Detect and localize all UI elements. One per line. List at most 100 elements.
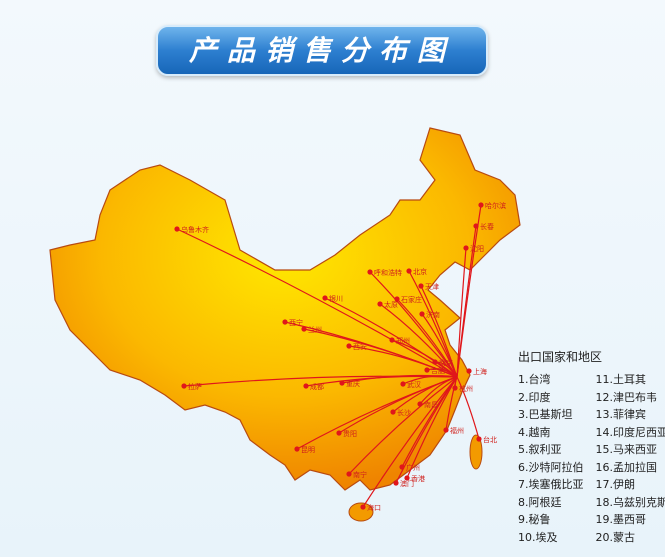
legend-item: 18.乌兹别克斯坦: [595, 495, 665, 509]
route-line: [296, 376, 458, 450]
city-marker: [478, 202, 484, 208]
route-line: [369, 271, 458, 378]
city-label: 合肥: [431, 366, 445, 375]
route-line: [406, 376, 458, 479]
city-marker: [406, 268, 412, 274]
city-label: 重庆: [346, 379, 360, 388]
legend-title: 出口国家和地区: [518, 350, 603, 364]
route-line: [456, 376, 480, 440]
legend-item: 10.埃及: [518, 530, 558, 544]
city-marker: [394, 296, 400, 302]
city-label: 贵阳: [343, 429, 357, 438]
city-label: 兰州: [308, 325, 322, 334]
city-label: 乌鲁木齐: [181, 225, 209, 234]
city-marker: [389, 337, 395, 343]
city-label: 福州: [450, 426, 464, 435]
city-marker: [476, 436, 482, 442]
city-label: 台北: [483, 435, 497, 444]
city-label: 海口: [367, 503, 381, 512]
city-marker: [174, 226, 180, 232]
city-marker: [452, 385, 458, 391]
route-line: [402, 375, 458, 385]
legend-item: 12.津巴布韦: [595, 390, 658, 404]
legend-item: 3.巴基斯坦: [518, 408, 573, 421]
route-line: [362, 376, 458, 508]
legend-item: 11.土耳其: [595, 373, 647, 386]
city-label: 西安: [353, 342, 367, 351]
city-marker: [346, 471, 352, 477]
city-label: 南昌: [424, 400, 438, 409]
city-label: 呼和浩特: [374, 268, 402, 277]
legend-item: 8.阿根廷: [518, 495, 562, 509]
city-label: 南京: [439, 358, 453, 367]
city-marker: [303, 383, 309, 389]
city-marker: [301, 326, 307, 332]
city-label: 哈尔滨: [485, 201, 506, 210]
city-label: 昆明: [301, 446, 315, 454]
city-marker: [400, 381, 406, 387]
legend-item: 2.印度: [518, 390, 551, 404]
city-marker: [181, 383, 187, 389]
city-marker: [404, 475, 410, 481]
route-line: [324, 297, 458, 378]
city-marker: [393, 480, 399, 486]
route-line: [348, 376, 458, 475]
export-legend: 出口国家和地区 1.台湾 2.印度 3.巴基斯坦 4.越南 5.叙利亚 6.沙特阿拉伯 7.…: [518, 348, 665, 546]
route-line: [176, 228, 458, 378]
city-marker: [377, 301, 383, 307]
route-line: [396, 298, 458, 378]
city-label: 澳门: [400, 479, 414, 488]
city-label: 石家庄: [401, 295, 422, 304]
route-line: [445, 376, 458, 431]
city-label: 广州: [406, 463, 420, 472]
route-line: [456, 247, 467, 378]
city-label: 上海: [473, 367, 487, 376]
legend-item: 7.埃塞俄比亚: [518, 478, 584, 491]
city-marker: [432, 359, 438, 365]
city-label: 天津: [425, 283, 439, 291]
city-marker: [390, 409, 396, 415]
legend-item: 19.墨西哥: [595, 513, 647, 526]
legend-item: 20.蒙古: [595, 530, 636, 544]
title-banner: 产品销售分布图: [156, 25, 488, 76]
city-label: 杭州: [459, 384, 473, 393]
legend-item: 15.马来西亚: [595, 443, 658, 456]
city-marker: [418, 283, 424, 289]
city-label: 西宁: [289, 318, 303, 327]
legend-item: 13.菲律宾: [595, 408, 647, 421]
city-label: 长沙: [397, 408, 411, 417]
page-title: 产品销售分布图: [188, 34, 455, 67]
legend-item: 14.印度尼西亚: [595, 425, 665, 439]
city-label: 沈阳: [470, 244, 484, 253]
city-marker: [466, 368, 472, 374]
city-label: 成都: [310, 382, 324, 391]
legend-item: 1.台湾: [518, 373, 551, 386]
city-label: 银川: [329, 294, 343, 303]
city-marker: [294, 446, 300, 452]
city-marker: [443, 427, 449, 433]
city-marker: [417, 401, 423, 407]
route-line: [395, 376, 458, 484]
city-label: 拉萨: [188, 382, 202, 391]
city-marker: [346, 343, 352, 349]
city-label: 郑州: [396, 337, 410, 345]
city-marker: [399, 464, 405, 470]
route-line: [420, 285, 458, 378]
city-marker: [339, 380, 345, 386]
hainan-island: [348, 502, 374, 522]
legend-item: 5.叙利亚: [518, 443, 562, 456]
route-line: [408, 270, 458, 378]
legend-item: 16.孟加拉国: [595, 460, 658, 474]
city-label: 太原: [384, 300, 398, 309]
city-marker: [367, 269, 373, 275]
legend-item: 9.秘鲁: [518, 513, 551, 526]
city-marker: [419, 311, 425, 317]
city-marker: [322, 295, 328, 301]
city-label: 长春: [480, 222, 494, 231]
city-label: 南宁: [353, 470, 367, 479]
mainland-outline: [49, 127, 521, 491]
taiwan-island: [469, 434, 483, 470]
city-marker: [473, 223, 479, 229]
city-marker: [336, 430, 342, 436]
